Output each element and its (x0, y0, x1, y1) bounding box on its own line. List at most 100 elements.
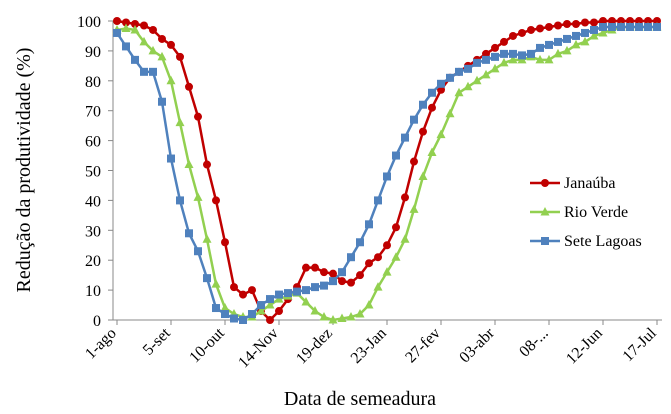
point (554, 37, 562, 46)
point (541, 179, 549, 187)
point (382, 267, 392, 276)
point (338, 268, 346, 277)
legend-label: Sete Lagoas (564, 233, 642, 250)
point (194, 112, 202, 121)
point (644, 22, 652, 31)
point (446, 73, 454, 82)
point (409, 204, 419, 213)
point (149, 25, 157, 34)
point (113, 28, 121, 37)
y-tick-label: 40 (85, 193, 101, 210)
point (491, 52, 499, 61)
point (626, 22, 634, 31)
point (356, 271, 364, 280)
point (311, 283, 319, 292)
point (590, 25, 598, 34)
y-tick-label: 0 (93, 313, 101, 330)
point (176, 196, 184, 205)
point (166, 75, 176, 85)
point (418, 171, 428, 180)
point (518, 28, 526, 37)
point (230, 314, 238, 323)
point (355, 309, 365, 318)
x-tick-label: 1-ago (82, 325, 120, 363)
point (599, 22, 607, 31)
point (545, 40, 553, 49)
point (310, 306, 320, 315)
point (562, 45, 572, 55)
point (203, 160, 211, 169)
point (541, 237, 549, 245)
point (131, 55, 139, 64)
point (635, 22, 643, 31)
point (374, 196, 382, 205)
point (536, 24, 544, 33)
point (391, 252, 401, 261)
point (410, 157, 418, 166)
point (401, 193, 409, 202)
point (266, 295, 274, 304)
point (266, 316, 274, 324)
point (248, 310, 256, 319)
point (176, 52, 184, 61)
point (472, 75, 482, 85)
x-axis-title: Data de semeadura (284, 388, 436, 410)
point (148, 45, 158, 55)
point (184, 159, 194, 169)
legend-label: Janaúba (564, 175, 616, 192)
x-tick-label: 12-Jun (563, 325, 606, 368)
point (508, 54, 518, 64)
point (319, 312, 329, 321)
point (509, 49, 517, 58)
point (230, 283, 238, 292)
legend-label: Rio Verde (564, 204, 628, 221)
point (275, 290, 283, 299)
point (347, 253, 355, 262)
point (194, 247, 202, 256)
point (427, 147, 437, 157)
point (311, 263, 319, 272)
point (149, 67, 157, 76)
point (185, 82, 193, 91)
y-tick-label: 70 (85, 104, 101, 121)
point (329, 277, 337, 286)
point (445, 108, 455, 118)
point (572, 31, 580, 40)
point (131, 19, 139, 28)
point (364, 300, 374, 309)
point (536, 43, 544, 52)
point (563, 19, 571, 28)
point (554, 21, 562, 30)
point (428, 103, 436, 112)
point (455, 67, 463, 76)
point (220, 303, 230, 312)
point (221, 238, 229, 247)
point (527, 49, 535, 58)
point (239, 290, 247, 299)
point (374, 253, 382, 262)
x-tick-label: 10-out (186, 324, 228, 366)
point (545, 22, 553, 31)
point (482, 55, 490, 64)
point (410, 115, 418, 124)
point (338, 277, 346, 286)
point (275, 307, 283, 316)
point (500, 37, 508, 46)
point (122, 42, 130, 51)
point (113, 17, 121, 25)
point (167, 40, 175, 49)
point (239, 316, 247, 324)
point (383, 241, 391, 250)
point (248, 286, 256, 295)
x-tick-label: 17-Jul (620, 324, 661, 365)
point (617, 22, 625, 31)
point (463, 81, 473, 91)
point (454, 87, 464, 97)
point (265, 300, 275, 309)
point (392, 223, 400, 232)
x-tick-label: 5-set (140, 324, 174, 358)
point (437, 79, 445, 88)
point (500, 49, 508, 58)
point (419, 127, 427, 136)
